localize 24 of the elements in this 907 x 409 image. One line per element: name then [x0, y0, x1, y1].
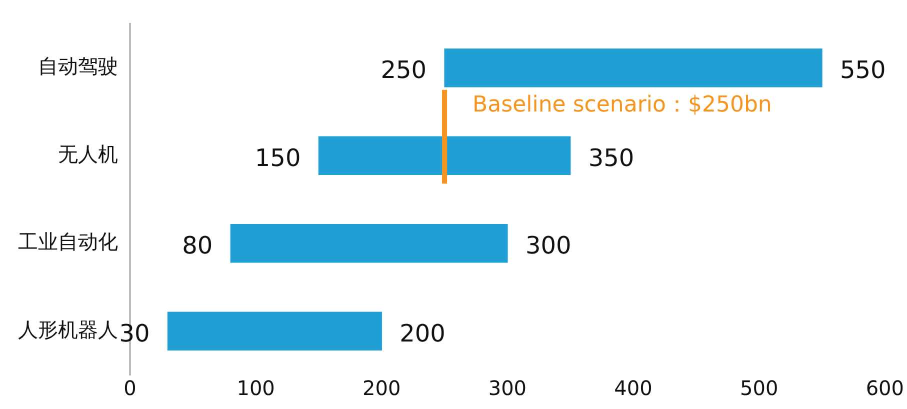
x-tick-label: 0 — [124, 376, 136, 400]
x-tick-label: 400 — [614, 376, 652, 400]
annotation: 150 — [254, 144, 301, 172]
annotation: 300 — [525, 232, 572, 260]
annotation: 350 — [588, 144, 634, 172]
x-tick-label: 200 — [362, 376, 401, 400]
y-tick-label: 无人机 — [58, 142, 118, 166]
annotation: 550 — [840, 56, 886, 84]
ref-line-label: Baseline scenario：$250bn — [472, 92, 772, 118]
x-tick-label: 500 — [740, 376, 778, 400]
annotation: 80 — [182, 232, 213, 260]
x-tick-label: 600 — [866, 376, 904, 400]
x-tick-label: 100 — [236, 376, 275, 400]
x-tick-label: 300 — [488, 376, 527, 400]
annotation: 250 — [380, 56, 427, 84]
bar — [444, 48, 822, 88]
bar — [230, 224, 508, 263]
y-tick-label: 自动驾驶 — [38, 54, 118, 78]
bar — [167, 312, 382, 350]
bar — [318, 136, 571, 175]
y-tick-label: 工业自动化 — [18, 230, 118, 254]
annotation: 30 — [119, 319, 150, 348]
y-tick-label: 人形机器人 — [18, 317, 118, 342]
annotation: 200 — [400, 319, 446, 348]
